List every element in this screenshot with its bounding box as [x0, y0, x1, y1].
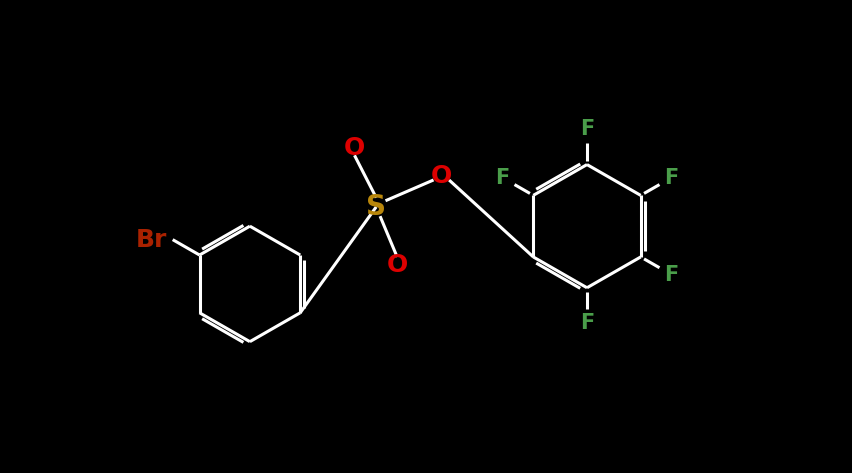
- Text: O: O: [387, 253, 408, 277]
- Text: O: O: [344, 136, 366, 159]
- Text: F: F: [495, 167, 509, 188]
- Text: S: S: [366, 193, 386, 221]
- Text: F: F: [580, 313, 594, 333]
- Text: F: F: [665, 265, 679, 285]
- Text: F: F: [665, 167, 679, 188]
- Text: F: F: [580, 119, 594, 139]
- Text: Br: Br: [135, 228, 167, 252]
- Text: O: O: [430, 164, 452, 188]
